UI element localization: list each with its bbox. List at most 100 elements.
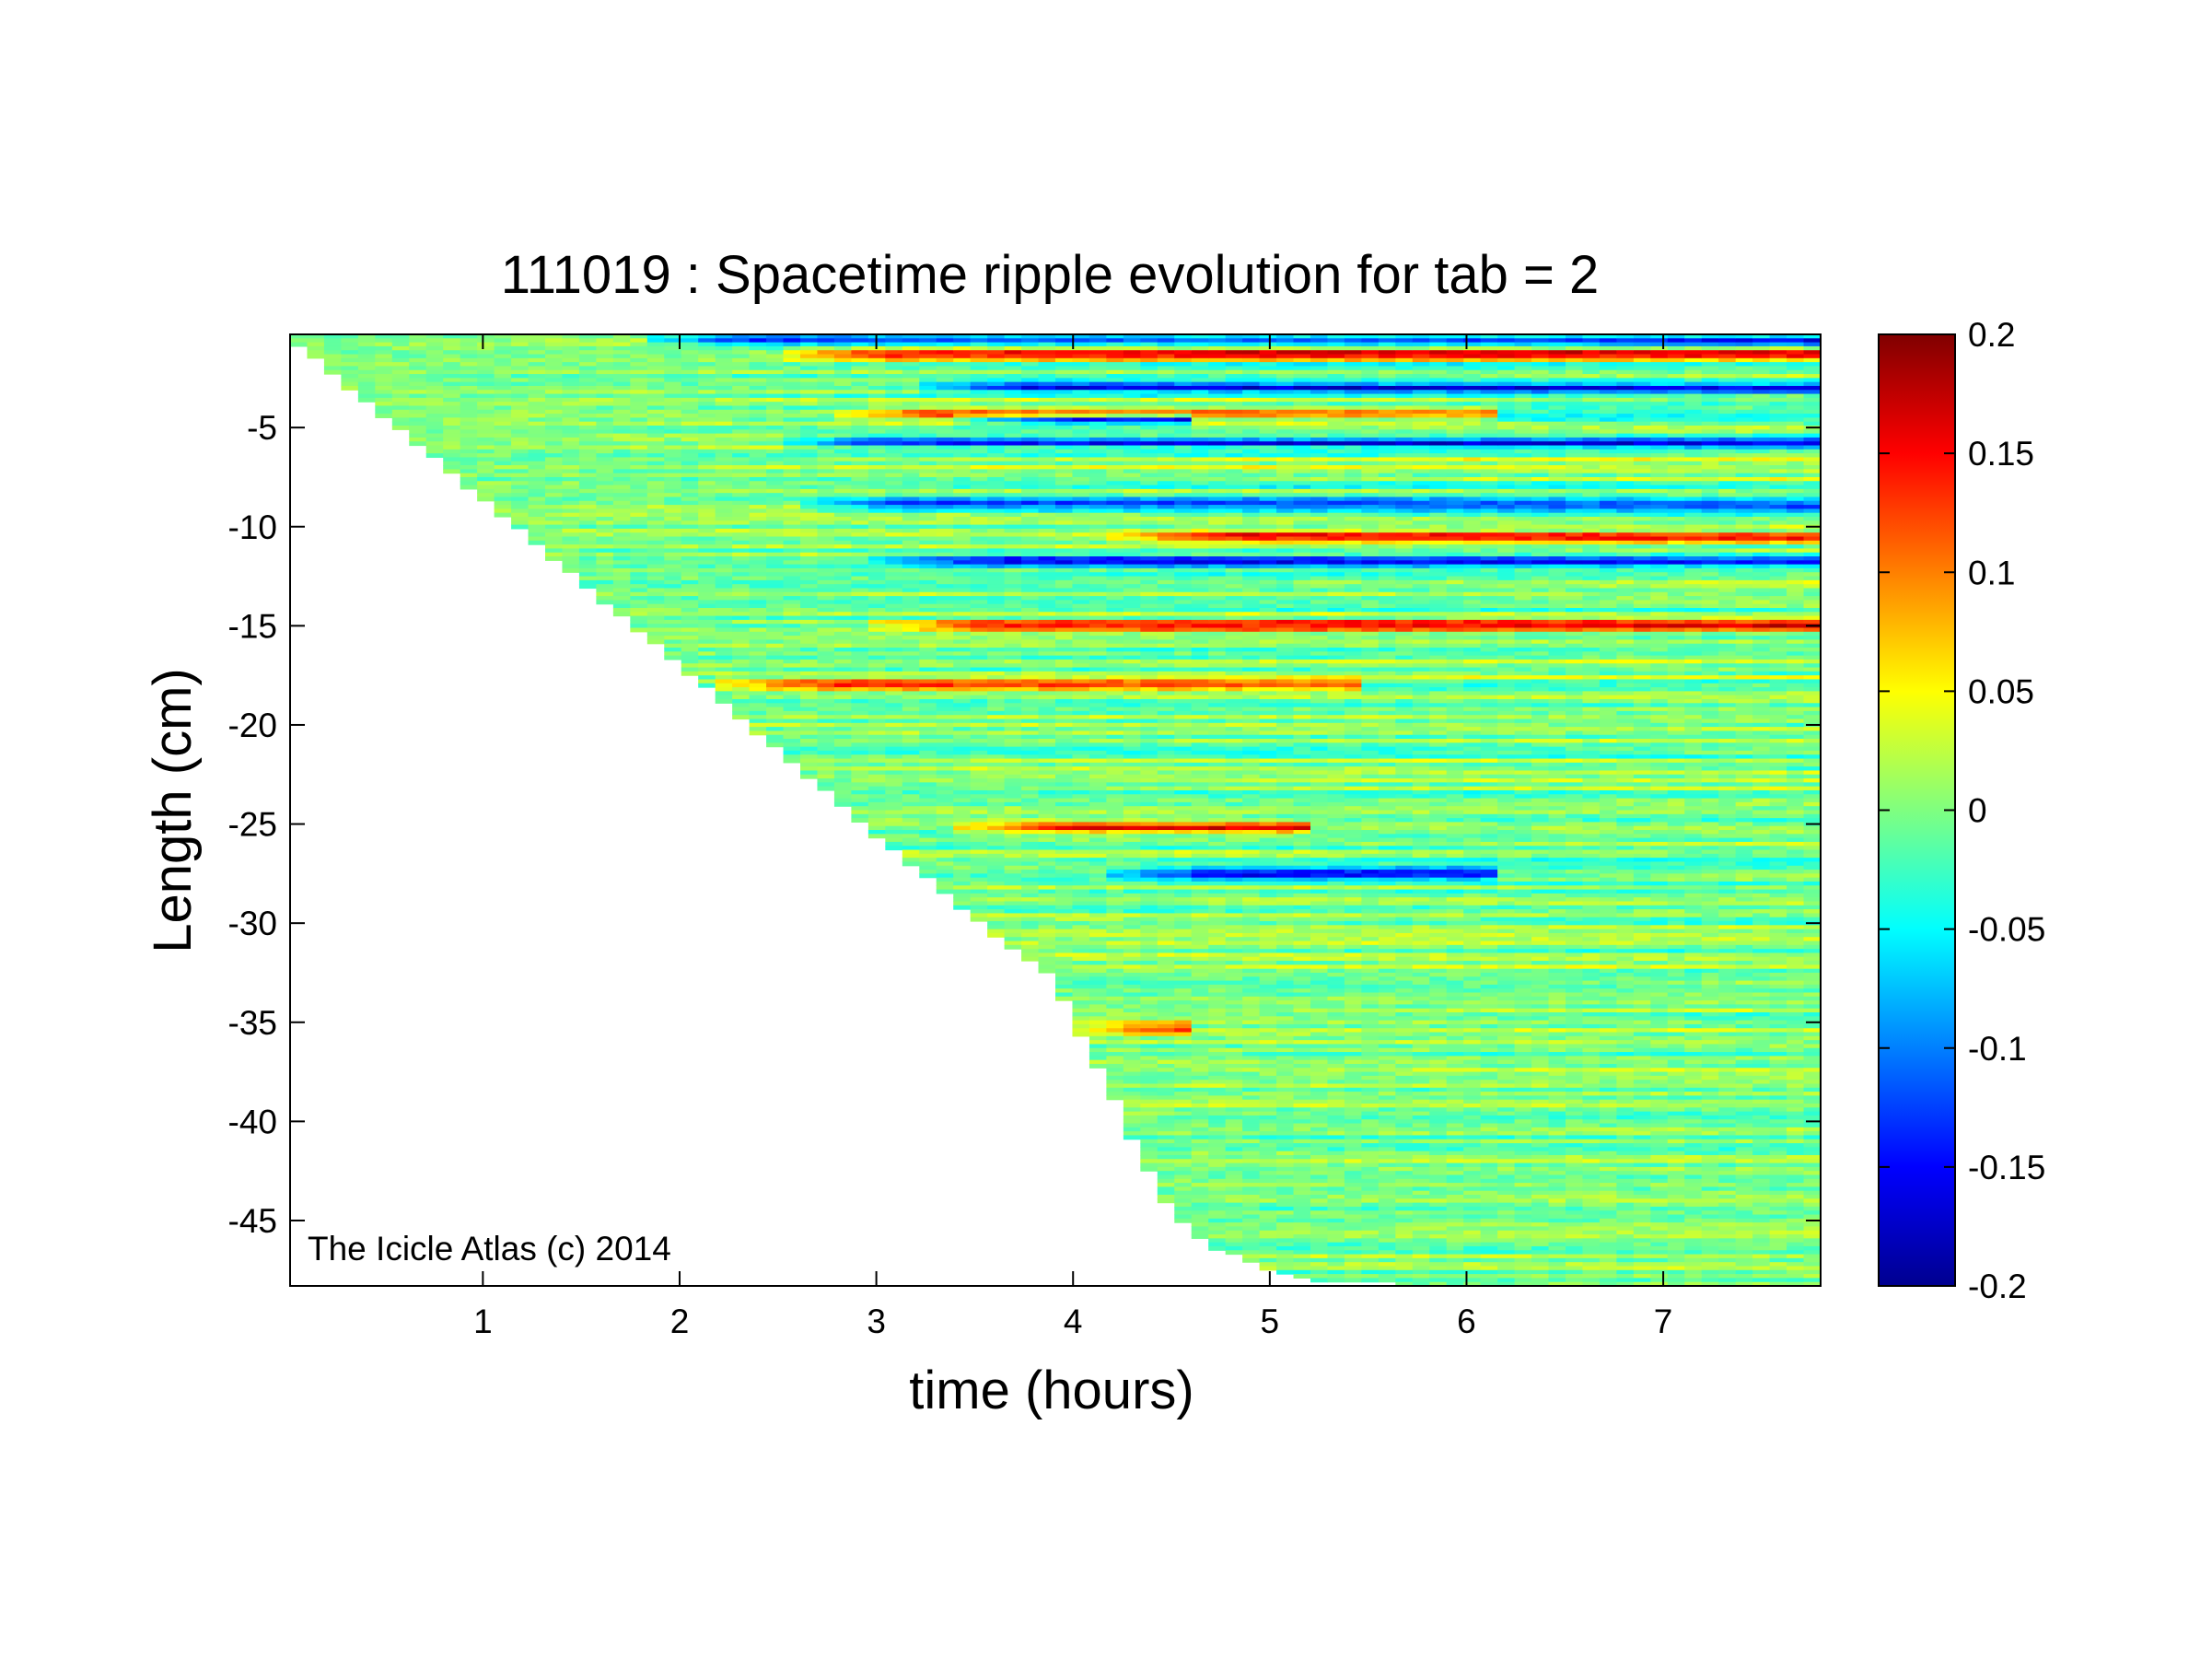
heatmap-cell	[783, 520, 801, 526]
heatmap-cell	[715, 488, 733, 494]
heatmap-cell	[1038, 636, 1056, 641]
heatmap-cell	[936, 619, 954, 625]
heatmap-cell	[902, 402, 920, 407]
heatmap-cell	[646, 385, 665, 391]
heatmap-cell	[562, 378, 580, 383]
heatmap-cell	[681, 536, 699, 542]
heatmap-cell	[545, 381, 564, 387]
heatmap-cell	[902, 579, 920, 585]
heatmap-cell	[1055, 429, 1074, 435]
heatmap-cell	[341, 374, 359, 379]
heatmap-cell	[596, 469, 614, 474]
heatmap-cell	[1055, 873, 1074, 879]
heatmap-cell	[1106, 703, 1124, 708]
heatmap-cell	[511, 497, 530, 502]
heatmap-cell	[1106, 651, 1124, 657]
heatmap-cell	[562, 485, 580, 490]
heatmap-cell	[885, 497, 903, 502]
heatmap-cell	[749, 437, 767, 442]
heatmap-cell	[477, 381, 495, 387]
heatmap-cell	[783, 691, 801, 696]
heatmap-cell	[1004, 362, 1022, 368]
heatmap-cell	[936, 727, 954, 732]
heatmap-cell	[867, 528, 886, 533]
heatmap-cell	[612, 524, 631, 530]
heatmap-cell	[867, 695, 886, 700]
heatmap-cell	[1004, 619, 1022, 625]
heatmap-cell	[987, 572, 1006, 578]
heatmap-cell	[766, 334, 785, 339]
heatmap-cell	[1140, 822, 1158, 827]
heatmap-cell	[646, 397, 665, 403]
heatmap-cell	[664, 488, 682, 494]
heatmap-cell	[987, 393, 1006, 399]
heatmap-cell	[800, 508, 819, 514]
heatmap-cell	[612, 497, 631, 502]
heatmap-cell	[936, 683, 954, 688]
heatmap-cell	[953, 889, 972, 894]
heatmap-cell	[817, 532, 835, 538]
heatmap-cell	[1055, 683, 1074, 688]
heatmap-cell	[953, 417, 972, 423]
heatmap-cell	[715, 659, 733, 664]
heatmap-cell	[1106, 822, 1124, 827]
heatmap-cell	[936, 508, 954, 514]
heatmap-cell	[800, 639, 819, 645]
heatmap-cell	[1157, 390, 1175, 395]
heatmap-cell	[715, 564, 733, 569]
heatmap-cell	[1038, 766, 1056, 772]
heatmap-cell	[1089, 500, 1107, 506]
heatmap-cell	[1038, 603, 1056, 609]
heatmap-cell	[460, 362, 478, 368]
heatmap-cell	[833, 417, 852, 423]
heatmap-cell	[528, 421, 546, 426]
heatmap-cell	[1140, 1087, 1158, 1092]
heatmap-cell	[698, 627, 716, 633]
heatmap-cell	[715, 497, 733, 502]
heatmap-cell	[612, 457, 631, 462]
heatmap-cell	[425, 426, 444, 430]
heatmap-cell	[1055, 600, 1074, 605]
heatmap-cell	[970, 512, 988, 518]
heatmap-cell	[783, 357, 801, 363]
heatmap-cell	[953, 532, 972, 538]
heatmap-cell	[783, 619, 801, 625]
heatmap-cell	[1140, 727, 1158, 732]
heatmap-cell	[1072, 996, 1090, 1001]
heatmap-cell	[987, 615, 1006, 621]
heatmap-cell	[1123, 374, 1141, 379]
heatmap-cell	[902, 350, 920, 356]
heatmap-cell	[1038, 929, 1056, 934]
heatmap-cell	[545, 393, 564, 399]
heatmap-cell	[1106, 1080, 1124, 1085]
heatmap-cell	[732, 441, 751, 447]
heatmap-cell	[987, 901, 1006, 906]
heatmap-cell	[1140, 1075, 1158, 1081]
heatmap-cell	[1021, 734, 1040, 740]
heatmap-cell	[1089, 1052, 1107, 1057]
heatmap-cell	[1055, 624, 1074, 629]
heatmap-cell	[1055, 607, 1074, 613]
heatmap-cell	[1055, 536, 1074, 542]
heatmap-cell	[766, 631, 785, 637]
heatmap-cell	[1140, 663, 1158, 669]
heatmap-cell	[902, 405, 920, 411]
heatmap-cell	[936, 505, 954, 509]
heatmap-cell	[800, 643, 819, 648]
heatmap-cell	[681, 342, 699, 347]
heatmap-cell	[646, 544, 665, 550]
heatmap-cell	[1106, 536, 1124, 542]
heatmap-cell	[1140, 639, 1158, 645]
heatmap-cell	[833, 374, 852, 379]
heatmap-cell	[936, 366, 954, 371]
heatmap-cell	[970, 849, 988, 855]
heatmap-cell	[715, 461, 733, 466]
heatmap-cell	[732, 516, 751, 521]
heatmap-cell	[800, 651, 819, 657]
heatmap-cell	[833, 556, 852, 561]
heatmap-cell	[749, 639, 767, 645]
heatmap-cell	[1038, 873, 1056, 879]
heatmap-cell	[919, 794, 937, 800]
heatmap-cell	[783, 707, 801, 712]
heatmap-cell	[1106, 782, 1124, 788]
